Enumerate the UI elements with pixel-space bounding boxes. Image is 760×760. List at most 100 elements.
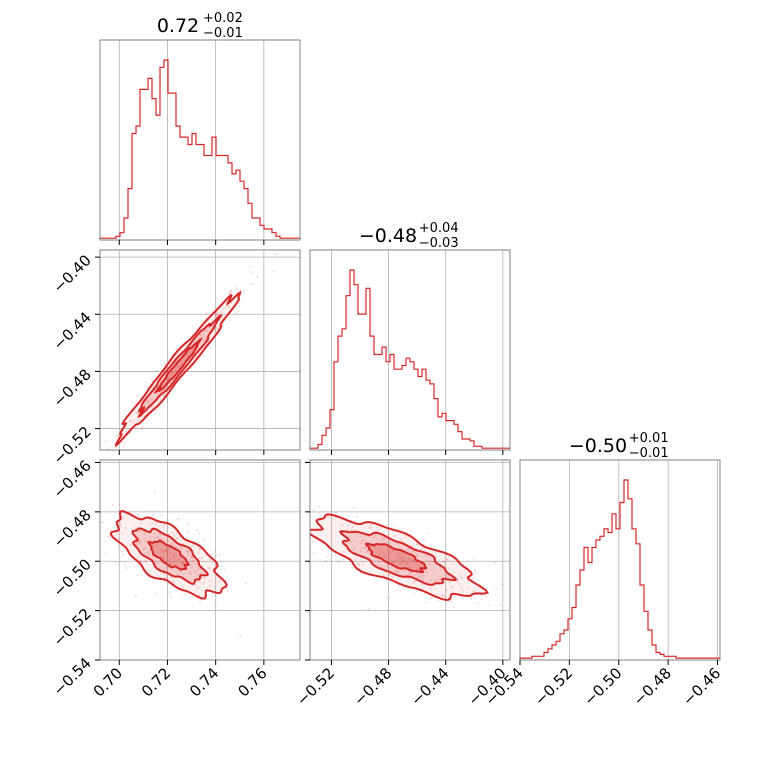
sample-point (151, 379, 154, 382)
sample-point (312, 540, 315, 543)
sample-point (178, 536, 181, 538)
sample-point (185, 354, 188, 357)
sample-point (152, 405, 155, 408)
sample-point (450, 600, 453, 603)
sample-point (143, 510, 145, 513)
sample-point (177, 366, 180, 369)
contour-level-0 (364, 542, 428, 574)
sample-point (120, 525, 122, 528)
sample-point (385, 553, 387, 556)
sample-point (205, 312, 208, 314)
sample-point (387, 549, 390, 552)
sample-point (387, 546, 390, 549)
sample-point (134, 527, 137, 530)
sample-point (361, 540, 364, 543)
sample-point (512, 598, 514, 600)
sample-point (186, 352, 189, 355)
sample-point (161, 526, 164, 529)
sample-point (177, 517, 180, 520)
sample-point (412, 581, 415, 584)
sample-point (480, 594, 483, 597)
sample-point (170, 371, 173, 374)
x-tick-label: 0.72 (138, 664, 174, 700)
sample-point (124, 506, 127, 509)
sample-point (163, 549, 166, 552)
sample-point (219, 319, 222, 322)
sample-point (239, 634, 242, 637)
sample-point (212, 550, 215, 553)
sample-point (194, 571, 196, 574)
sample-point (364, 547, 367, 550)
sample-point (139, 530, 142, 532)
sample-point (122, 442, 125, 445)
sample-point (382, 554, 385, 557)
sample-point (392, 561, 395, 564)
sample-point (114, 429, 117, 432)
sample-point (200, 557, 203, 560)
sample-point (169, 568, 172, 571)
sample-point (139, 539, 142, 542)
sample-point (153, 510, 156, 513)
sample-point (195, 574, 198, 577)
sample-point (367, 607, 370, 610)
sample-point (461, 589, 464, 592)
sample-point (141, 548, 144, 551)
sample-point (165, 576, 168, 579)
sample-point (155, 592, 158, 595)
sample-point (338, 561, 341, 564)
sample-point (313, 509, 316, 511)
sample-point (145, 539, 148, 542)
sample-point (400, 557, 403, 560)
sample-point (161, 550, 164, 553)
histogram-panel-0: 0.72 +0.02−0.01 (99, 11, 301, 241)
sample-point (139, 541, 142, 544)
sample-point (202, 353, 205, 356)
sample-point (326, 555, 329, 558)
sample-point (194, 584, 197, 587)
sample-point (212, 330, 215, 333)
sample-point (452, 571, 455, 574)
sample-point (398, 556, 401, 559)
sample-point (190, 555, 193, 558)
sample-point (156, 535, 159, 538)
sample-point (163, 394, 166, 396)
sample-point (411, 545, 414, 547)
sample-point (202, 338, 205, 341)
sample-point (313, 551, 315, 554)
sample-point (77, 490, 79, 492)
sample-point (196, 569, 199, 572)
sample-point (353, 547, 356, 550)
sample-point (199, 601, 202, 604)
sample-point (487, 604, 490, 607)
sample-point (102, 521, 105, 524)
sample-point (97, 451, 99, 453)
sample-point (400, 552, 403, 555)
sample-point (160, 514, 163, 517)
sample-point (119, 523, 122, 525)
sample-point (144, 402, 147, 405)
sample-point (396, 570, 399, 573)
sample-point (234, 311, 237, 314)
sample-point (406, 549, 409, 551)
y-tick-label: −0.50 (50, 555, 95, 600)
sample-point (394, 570, 397, 573)
sample-point (387, 564, 390, 566)
sample-point (398, 554, 401, 557)
histogram-panel-2: −0.50 +0.01−0.01 (519, 431, 721, 661)
sample-point (403, 561, 406, 564)
sample-point (137, 513, 140, 516)
sample-point (470, 598, 473, 601)
sample-point (169, 552, 172, 555)
sample-point (172, 533, 175, 536)
sample-point (168, 533, 170, 536)
sample-point (139, 559, 142, 561)
sample-point (461, 576, 464, 579)
sample-point (203, 577, 206, 580)
sample-point (186, 550, 189, 553)
sample-point (181, 590, 184, 593)
sample-point (416, 568, 419, 571)
sample-point (394, 551, 397, 554)
joint-panel-0 (97, 249, 301, 453)
sample-point (443, 561, 446, 564)
